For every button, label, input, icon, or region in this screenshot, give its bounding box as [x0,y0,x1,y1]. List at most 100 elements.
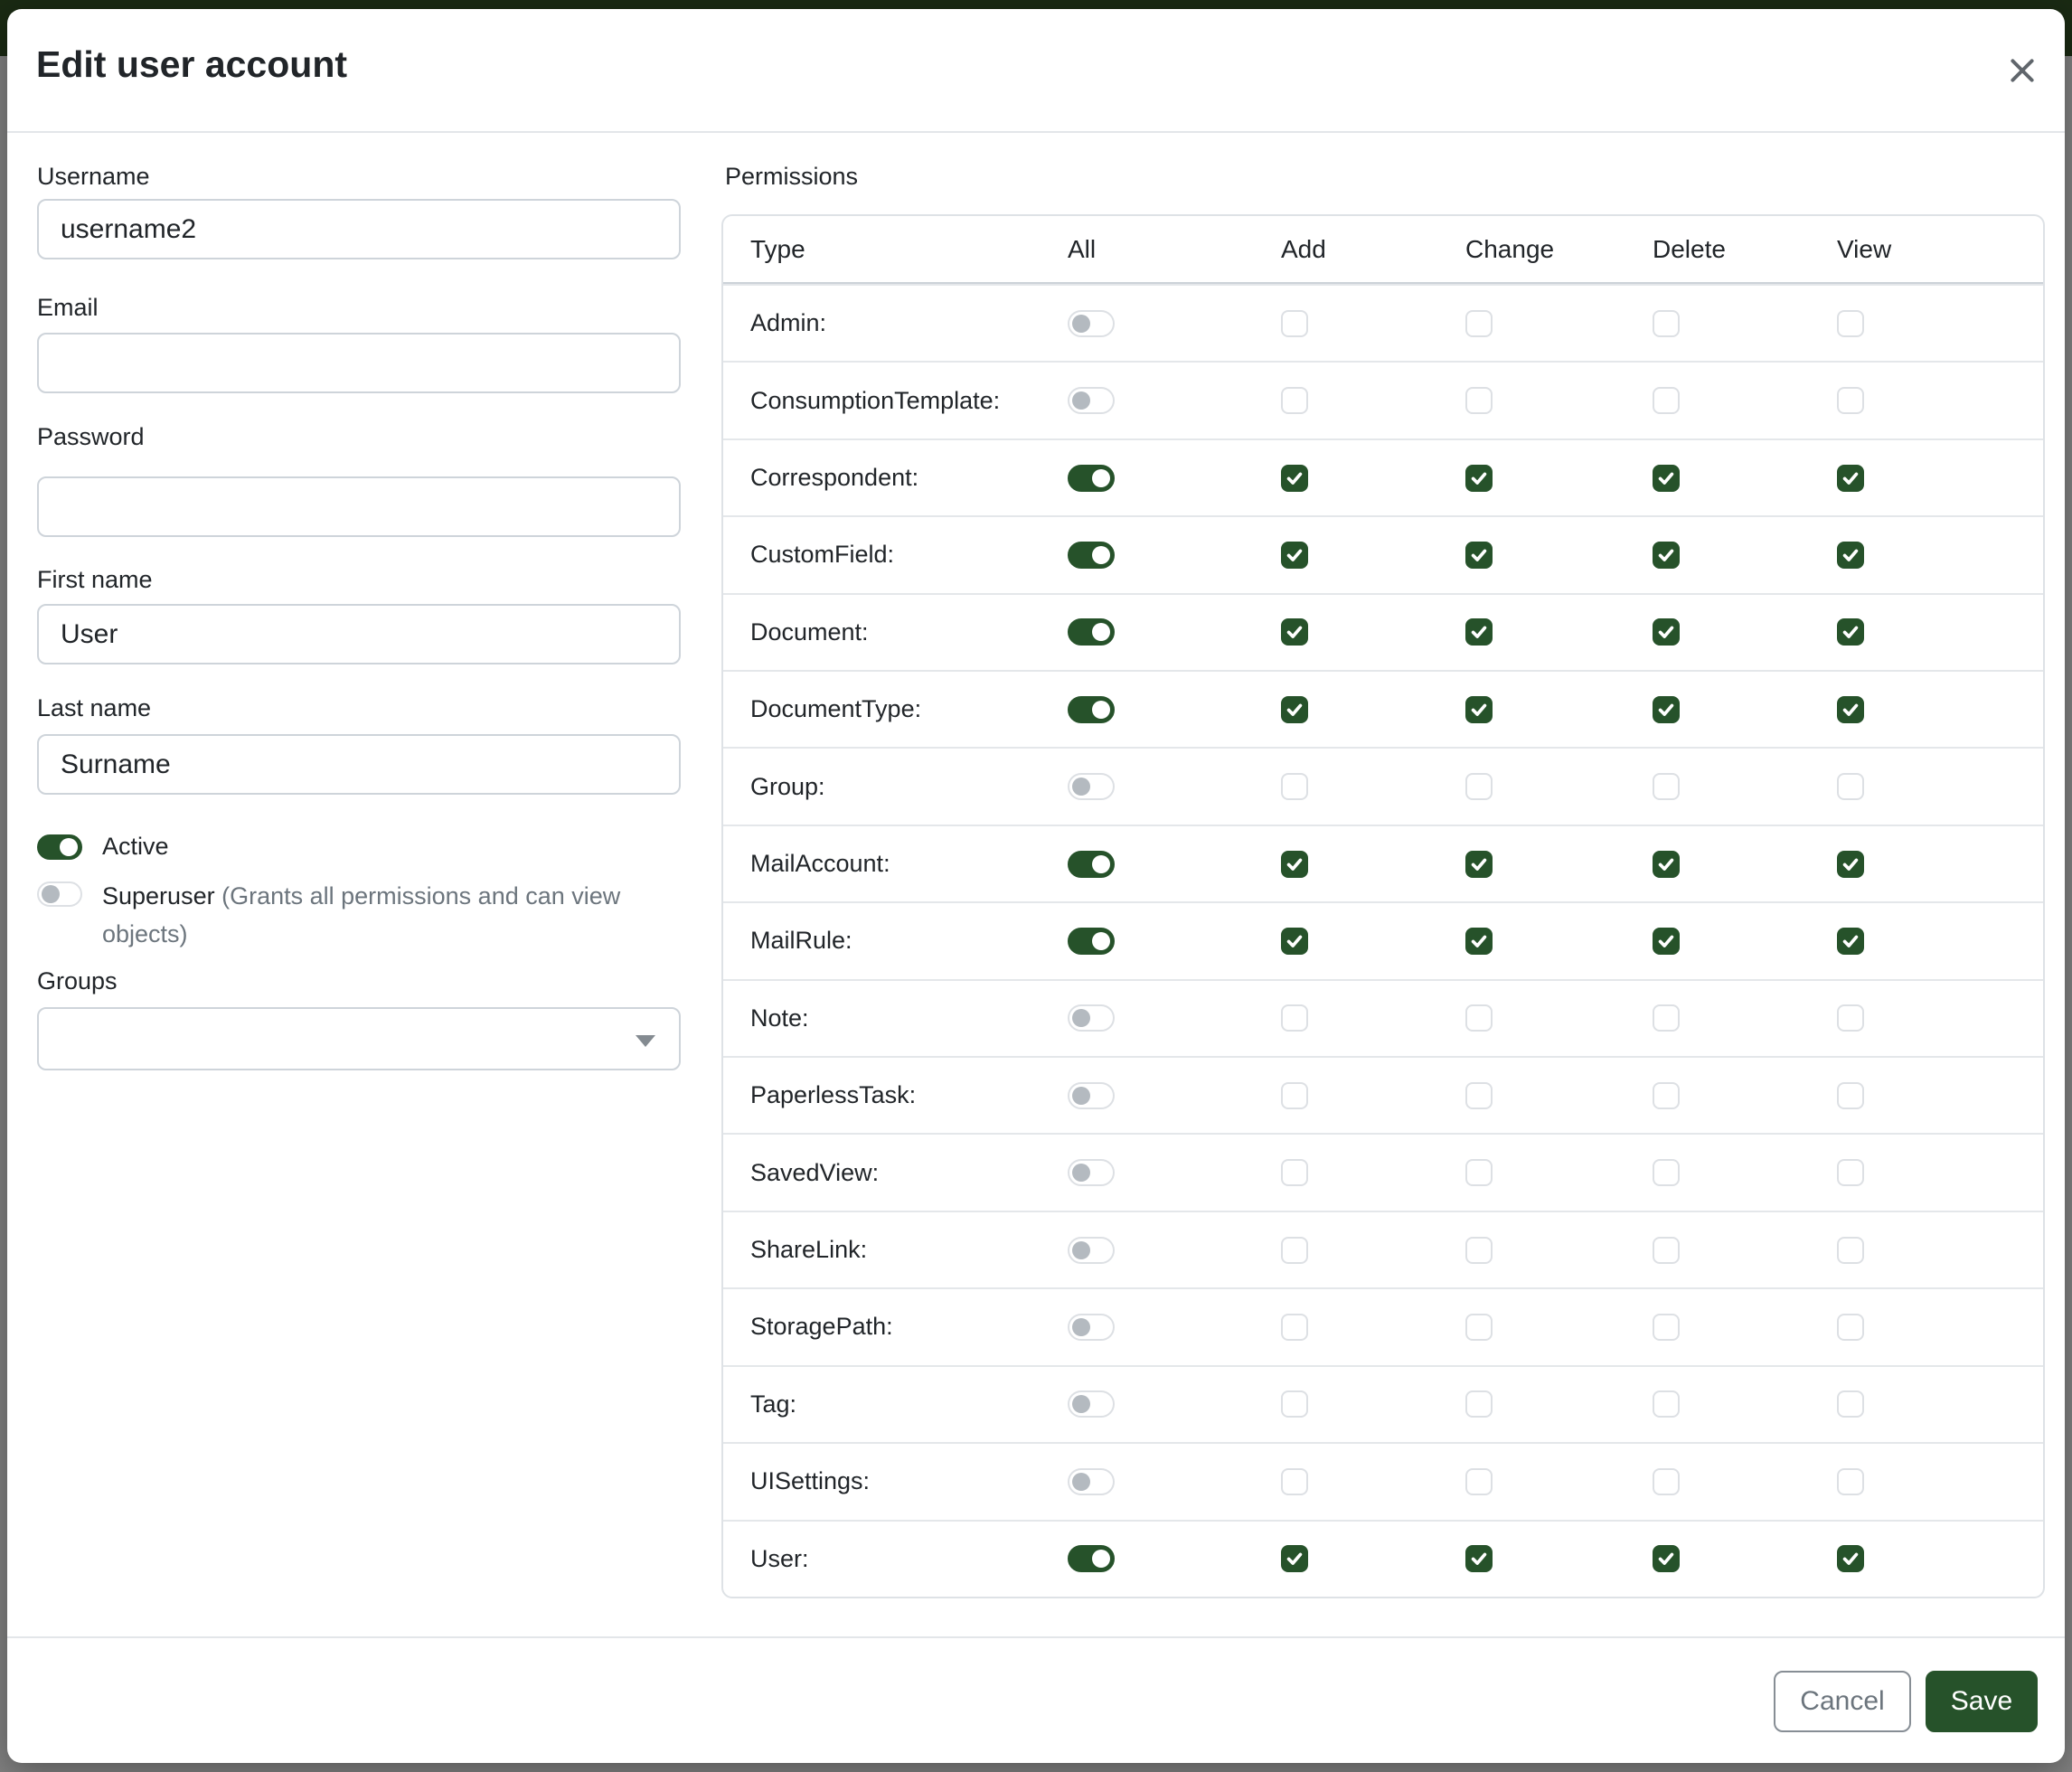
add-checkbox[interactable] [1281,1545,1308,1573]
table-row: CustomField: [723,515,2043,592]
change-checkbox[interactable] [1465,1545,1493,1573]
all-toggle[interactable] [1068,850,1115,878]
view-checkbox[interactable] [1837,387,1864,415]
delete-checkbox[interactable] [1653,695,1680,723]
view-checkbox[interactable] [1837,464,1864,492]
change-checkbox[interactable] [1465,695,1493,723]
cancel-button[interactable]: Cancel [1774,1671,1911,1732]
add-checkbox[interactable] [1281,927,1308,955]
all-toggle[interactable] [1068,1236,1115,1264]
change-checkbox[interactable] [1465,1081,1493,1109]
add-checkbox[interactable] [1281,541,1308,569]
view-checkbox[interactable] [1837,695,1864,723]
delete-checkbox[interactable] [1653,1081,1680,1109]
delete-checkbox[interactable] [1653,1545,1680,1573]
change-checkbox[interactable] [1465,1313,1493,1341]
delete-checkbox[interactable] [1653,387,1680,415]
all-toggle[interactable] [1068,309,1115,337]
delete-checkbox[interactable] [1653,1004,1680,1032]
username-input[interactable] [37,199,681,259]
view-checkbox[interactable] [1837,1081,1864,1109]
view-checkbox[interactable] [1837,541,1864,569]
permission-type-label: Tag: [750,1390,797,1418]
change-checkbox[interactable] [1465,1390,1493,1419]
all-toggle[interactable] [1068,1081,1115,1109]
add-checkbox[interactable] [1281,1081,1308,1109]
all-toggle[interactable] [1068,1545,1115,1573]
all-toggle[interactable] [1068,387,1115,415]
last-name-input[interactable] [37,734,681,795]
add-checkbox[interactable] [1281,1004,1308,1032]
all-toggle[interactable] [1068,1390,1115,1419]
add-checkbox[interactable] [1281,1159,1308,1187]
add-checkbox[interactable] [1281,618,1308,646]
permission-type-label: MailRule: [750,927,852,955]
first-name-input[interactable] [37,604,681,664]
delete-checkbox[interactable] [1653,541,1680,569]
all-toggle[interactable] [1068,927,1115,955]
add-checkbox[interactable] [1281,309,1308,337]
add-checkbox[interactable] [1281,1236,1308,1264]
view-checkbox[interactable] [1837,927,1864,955]
all-toggle[interactable] [1068,695,1115,723]
delete-checkbox[interactable] [1653,309,1680,337]
delete-checkbox[interactable] [1653,1236,1680,1264]
delete-checkbox[interactable] [1653,1159,1680,1187]
all-toggle[interactable] [1068,1313,1115,1341]
view-checkbox[interactable] [1837,1467,1864,1495]
change-checkbox[interactable] [1465,464,1493,492]
change-checkbox[interactable] [1465,541,1493,569]
all-toggle[interactable] [1068,541,1115,569]
delete-checkbox[interactable] [1653,1467,1680,1495]
add-checkbox[interactable] [1281,464,1308,492]
change-checkbox[interactable] [1465,618,1493,646]
active-toggle[interactable] [37,834,82,860]
all-toggle[interactable] [1068,1467,1115,1495]
all-toggle[interactable] [1068,618,1115,646]
change-checkbox[interactable] [1465,387,1493,415]
change-checkbox[interactable] [1465,773,1493,801]
delete-checkbox[interactable] [1653,773,1680,801]
add-checkbox[interactable] [1281,387,1308,415]
add-checkbox[interactable] [1281,1390,1308,1419]
view-checkbox[interactable] [1837,1390,1864,1419]
save-button[interactable]: Save [1926,1671,2038,1732]
view-checkbox[interactable] [1837,309,1864,337]
view-checkbox[interactable] [1837,773,1864,801]
close-icon[interactable] [2001,49,2044,92]
change-checkbox[interactable] [1465,850,1493,878]
delete-checkbox[interactable] [1653,1390,1680,1419]
change-checkbox[interactable] [1465,927,1493,955]
view-checkbox[interactable] [1837,850,1864,878]
view-checkbox[interactable] [1837,1236,1864,1264]
change-checkbox[interactable] [1465,1004,1493,1032]
all-toggle[interactable] [1068,773,1115,801]
delete-checkbox[interactable] [1653,850,1680,878]
superuser-toggle[interactable] [37,881,82,907]
delete-checkbox[interactable] [1653,464,1680,492]
all-toggle[interactable] [1068,1159,1115,1187]
delete-checkbox[interactable] [1653,927,1680,955]
add-checkbox[interactable] [1281,850,1308,878]
change-checkbox[interactable] [1465,309,1493,337]
delete-checkbox[interactable] [1653,618,1680,646]
password-input[interactable] [37,476,681,537]
view-checkbox[interactable] [1837,1159,1864,1187]
all-toggle[interactable] [1068,1004,1115,1032]
change-checkbox[interactable] [1465,1159,1493,1187]
add-checkbox[interactable] [1281,773,1308,801]
groups-select[interactable] [37,1007,681,1070]
view-checkbox[interactable] [1837,1004,1864,1032]
view-checkbox[interactable] [1837,618,1864,646]
toggle-knob [1092,854,1110,873]
all-toggle[interactable] [1068,464,1115,492]
add-checkbox[interactable] [1281,695,1308,723]
delete-checkbox[interactable] [1653,1313,1680,1341]
add-checkbox[interactable] [1281,1313,1308,1341]
email-input[interactable] [37,333,681,393]
change-checkbox[interactable] [1465,1467,1493,1495]
change-checkbox[interactable] [1465,1236,1493,1264]
view-checkbox[interactable] [1837,1313,1864,1341]
add-checkbox[interactable] [1281,1467,1308,1495]
view-checkbox[interactable] [1837,1545,1864,1573]
